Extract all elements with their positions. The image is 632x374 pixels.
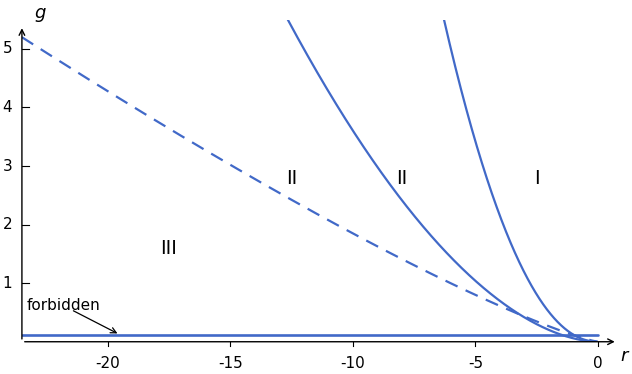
Text: 2: 2 xyxy=(3,217,12,232)
Text: -20: -20 xyxy=(95,356,120,371)
Text: 1: 1 xyxy=(3,276,12,291)
Text: 5: 5 xyxy=(3,42,12,56)
Text: -15: -15 xyxy=(218,356,243,371)
Text: II: II xyxy=(286,169,297,188)
Text: -5: -5 xyxy=(468,356,483,371)
Text: forbidden: forbidden xyxy=(27,298,100,313)
Text: r: r xyxy=(620,347,628,365)
Text: g: g xyxy=(34,4,46,22)
Text: III: III xyxy=(161,239,178,258)
Text: II: II xyxy=(396,169,408,188)
Text: 0: 0 xyxy=(593,356,603,371)
Text: 3: 3 xyxy=(3,159,12,174)
Text: 4: 4 xyxy=(3,100,12,115)
Text: I: I xyxy=(534,169,540,188)
Text: -10: -10 xyxy=(341,356,365,371)
